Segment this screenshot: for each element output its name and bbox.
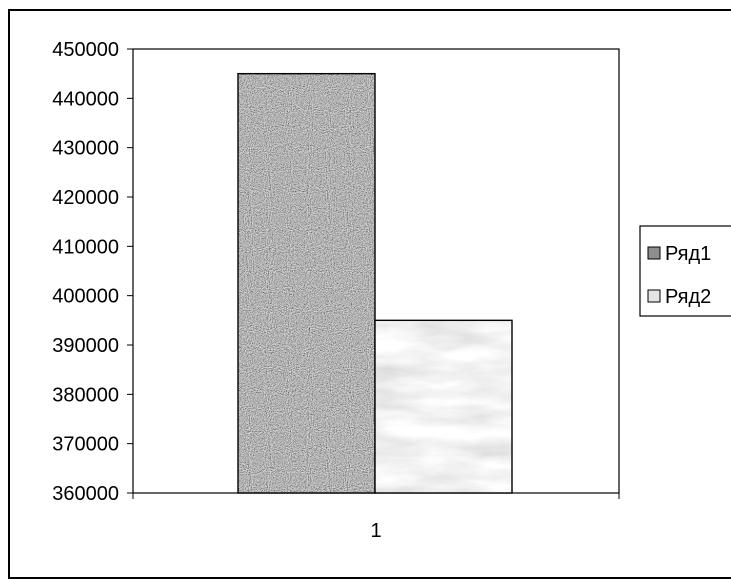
y-tick-label: 440000 — [52, 88, 119, 110]
legend: Ряд1 Ряд2 — [639, 225, 731, 317]
y-tick-label: 380000 — [52, 384, 119, 406]
y-axis: 450000 440000 430000 420000 410000 400000 3900… — [52, 39, 133, 505]
x-axis: 1 — [132, 493, 620, 542]
y-tick-label: 410000 — [52, 236, 119, 258]
bar-series-2 — [374, 319, 513, 494]
bar-texture-2 — [375, 320, 512, 493]
x-tick-label: 1 — [370, 520, 381, 542]
bar-series-1 — [237, 72, 376, 494]
y-tick-label: 430000 — [52, 138, 119, 160]
y-tick-label: 360000 — [52, 483, 119, 505]
y-tick-label: 390000 — [52, 335, 119, 357]
legend-swatch-series2 — [647, 289, 661, 303]
bar-texture-1 — [238, 73, 375, 494]
bar-chart: 450000 440000 430000 420000 410000 400000 3900… — [52, 39, 731, 542]
legend-swatch-series1 — [647, 246, 661, 260]
legend-label-series2: Ряд2 — [665, 286, 711, 308]
legend-label-series1: Ряд1 — [665, 243, 711, 265]
y-tick-label: 450000 — [52, 39, 119, 61]
y-tick-label: 420000 — [52, 187, 119, 209]
y-tick-label: 370000 — [52, 434, 119, 456]
y-tick-label: 400000 — [52, 286, 119, 308]
bars-group — [237, 72, 513, 494]
